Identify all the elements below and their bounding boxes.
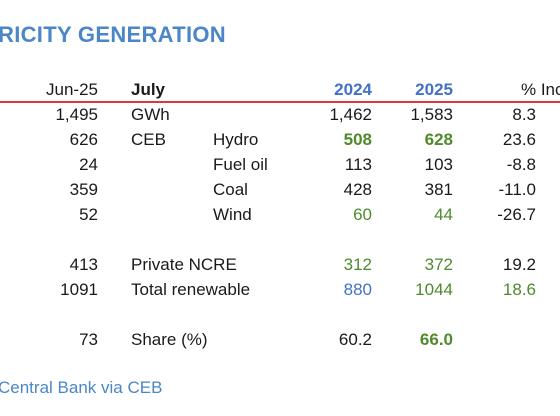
row-label: Private NCRE	[131, 255, 237, 274]
value-2025: 44	[434, 205, 453, 224]
header-year-2025: 2025	[415, 80, 453, 99]
header-divider	[0, 101, 560, 103]
value-2024: 880	[343, 280, 372, 299]
value-2024: 1,462	[329, 105, 372, 124]
prev-month-value: 73	[79, 330, 98, 349]
pct-change: 23.6	[502, 130, 536, 149]
header-year-2024: 2024	[334, 80, 372, 99]
value-2024: 60.2	[338, 330, 372, 349]
row-sublabel: Wind	[213, 205, 252, 224]
prev-month-value: 626	[69, 130, 98, 149]
header-prev-month: Jun-25	[46, 80, 98, 99]
prev-month-value: 1091	[60, 280, 98, 299]
header-month: July	[131, 80, 166, 99]
row-label: GWh	[131, 105, 170, 124]
table-title: RICITY GENERATION	[0, 22, 226, 47]
row-label: Total renewable	[131, 280, 251, 299]
prev-month-value: 359	[69, 180, 98, 199]
value-2024: 113	[344, 155, 372, 174]
value-2024: 508	[343, 130, 372, 149]
value-2025: 103	[424, 155, 453, 174]
pct-change: -26.7	[497, 205, 536, 224]
value-2025: 628	[424, 130, 453, 149]
row-label: Share (%)	[131, 330, 208, 349]
prev-month-value: 24	[79, 155, 98, 174]
row-sublabel: Hydro	[213, 130, 259, 149]
row-label: CEB	[131, 130, 166, 149]
pct-change: 19.2	[502, 255, 536, 274]
header-change: % Inc	[521, 80, 560, 99]
prev-month-value: 413	[69, 255, 98, 274]
row-sublabel: Fuel oil	[213, 155, 268, 174]
prev-month-value: 52	[79, 205, 98, 224]
value-2025: 381	[424, 180, 453, 199]
value-2024: 428	[343, 180, 372, 199]
pct-change: -8.8	[506, 155, 536, 174]
source-note: Central Bank via CEB	[0, 378, 163, 397]
pct-change: -11.0	[498, 180, 537, 199]
value-2024: 60	[353, 205, 372, 224]
value-2025: 1044	[415, 280, 453, 299]
value-2025: 372	[424, 255, 453, 274]
pct-change: 18.6	[502, 280, 536, 299]
pct-change: 8.3	[512, 105, 536, 124]
value-2025: 66.0	[419, 330, 453, 349]
value-2024: 312	[343, 255, 372, 274]
row-sublabel: Coal	[213, 180, 248, 199]
value-2025: 1,583	[410, 105, 453, 124]
prev-month-value: 1,495	[55, 105, 98, 124]
